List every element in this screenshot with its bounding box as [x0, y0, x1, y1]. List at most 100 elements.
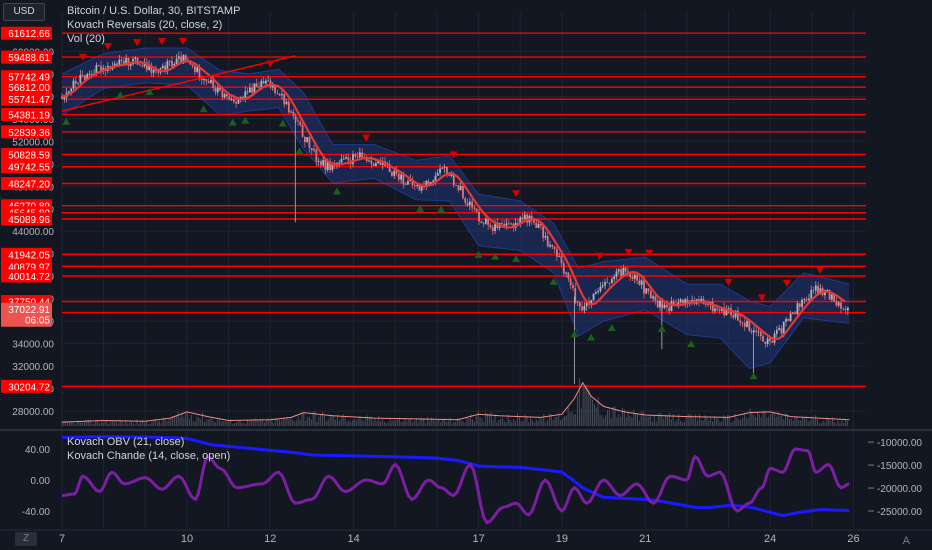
reversal-down-marker — [157, 37, 166, 45]
candle-body — [613, 276, 616, 280]
level-price-label: 45089.96 — [8, 215, 50, 226]
reversal-up-marker — [587, 333, 596, 341]
candle-body — [617, 269, 620, 272]
candle-body — [592, 293, 595, 301]
candle-body — [487, 218, 490, 225]
candle-body — [313, 149, 315, 151]
level-price-label: 48247.20 — [8, 179, 50, 190]
level-price-tag — [1, 212, 52, 226]
time-axis-label: 17 — [472, 533, 484, 545]
reversal-down-marker — [782, 279, 791, 287]
candle-body — [361, 152, 364, 158]
candle-body — [643, 280, 645, 294]
candle-body — [846, 307, 849, 311]
candle-body — [317, 161, 320, 162]
candle-body — [320, 161, 322, 166]
candle-body — [299, 121, 302, 126]
candle-body — [746, 320, 748, 327]
level-price-tag — [1, 26, 52, 40]
candle-body — [74, 80, 77, 84]
candle-body — [113, 63, 116, 67]
candle-body — [338, 162, 341, 164]
candle-body — [542, 225, 545, 238]
candle-body — [274, 85, 276, 93]
candle-body — [191, 64, 194, 67]
candle-body — [594, 292, 597, 294]
candle-body — [526, 214, 529, 223]
reversal-down-marker — [103, 43, 112, 51]
indicator-legend-kovach-reversals[interactable]: Kovach Reversals (20, close, 2) — [67, 19, 223, 31]
candle-body — [608, 282, 611, 284]
candle-body — [432, 180, 435, 183]
candle-body — [434, 175, 437, 181]
candle-body — [682, 299, 684, 303]
candle-body — [796, 303, 799, 315]
candle-body — [590, 300, 593, 305]
reversal-down-marker — [362, 134, 371, 142]
indicator-legend-kovach-obv[interactable]: Kovach OBV (21, close) — [67, 436, 185, 448]
candle-body — [819, 288, 822, 294]
trendline-layer[interactable] — [61, 55, 296, 112]
candle-body — [585, 301, 588, 306]
candle-body — [425, 181, 428, 187]
level-price-tag — [1, 80, 52, 94]
candle-body — [718, 309, 721, 311]
candle-body — [365, 158, 368, 162]
candle-body — [276, 92, 279, 94]
candle-body — [210, 80, 212, 83]
candle-body — [656, 300, 659, 308]
candle-body — [267, 80, 270, 82]
candle-body — [757, 331, 760, 333]
candle-body — [762, 336, 765, 342]
candle-body — [150, 64, 153, 73]
candle-body — [120, 59, 123, 61]
chande-axis-label: 0.00 — [31, 476, 51, 487]
price-axis-label: 28000.00 — [12, 407, 54, 418]
candle-body — [180, 56, 183, 64]
reversal-down-marker — [595, 252, 604, 260]
candle-body — [505, 223, 508, 226]
candle-body — [510, 223, 512, 225]
upper-band-line — [61, 47, 850, 308]
candle-body — [443, 166, 446, 168]
reversal-down-marker — [816, 266, 825, 274]
indicator-legend-kovach-chande[interactable]: Kovach Chande (14, close, open) — [67, 450, 231, 462]
candle-body — [223, 94, 226, 98]
candle-body — [455, 185, 457, 187]
candle-body — [152, 69, 155, 73]
reversal-down-marker — [449, 151, 458, 159]
candle-body — [789, 313, 792, 321]
level-price-label: 50828.59 — [8, 150, 50, 161]
indicator-legend-volume[interactable]: Vol (20) — [67, 33, 105, 45]
candle-body — [503, 223, 506, 226]
level-price-label: 56812.00 — [8, 83, 50, 94]
reversal-up-marker — [437, 205, 446, 213]
candle-body — [193, 66, 196, 72]
candle-body — [200, 78, 203, 81]
reversal-down-marker — [724, 278, 733, 286]
candle-body — [523, 214, 526, 219]
candle-body — [714, 308, 716, 312]
candle-body — [814, 285, 817, 291]
auto-scale-button[interactable]: A — [902, 535, 910, 547]
candle-body — [297, 120, 299, 122]
candle-body — [663, 304, 666, 308]
log-scale-toggle[interactable]: Z — [15, 532, 37, 546]
candle-body — [769, 338, 771, 341]
candle-body — [145, 62, 148, 70]
candle-body — [741, 322, 744, 324]
candle-body — [645, 288, 648, 294]
currency-button[interactable]: USD — [3, 3, 45, 21]
candle-body — [780, 328, 783, 334]
candle-body — [668, 307, 671, 312]
candle-body — [393, 170, 396, 176]
candle-body — [801, 299, 803, 307]
candle-body — [235, 101, 238, 104]
candle-body — [468, 201, 471, 206]
candle-body — [379, 160, 382, 165]
candle-body — [450, 173, 453, 176]
candle-body — [544, 236, 547, 238]
candle-body — [844, 309, 847, 311]
level-price-label: 61612.66 — [8, 29, 50, 40]
